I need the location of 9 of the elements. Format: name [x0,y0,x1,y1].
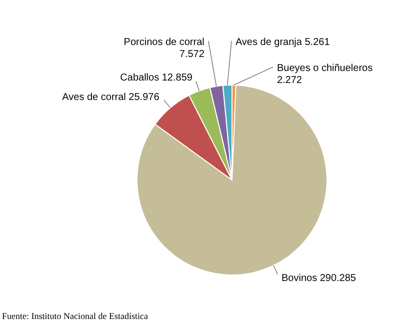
data-label: 2.272 [276,75,302,86]
slice-label: Bueyes o chiñueleros [276,63,373,74]
slice-label: Porcinos de corral [124,37,204,48]
slice-label: Bovinos 290.285 [281,273,356,284]
data-label: 7.572 [179,49,205,60]
slice-label: Caballos 12.859 [120,72,193,84]
source-note: Fuente: Instituto Nacional de Estadística [2,311,148,321]
slice-label: Aves de granja 5.261 [235,37,330,48]
slice-label: Aves de corral 25.976 [62,92,160,104]
